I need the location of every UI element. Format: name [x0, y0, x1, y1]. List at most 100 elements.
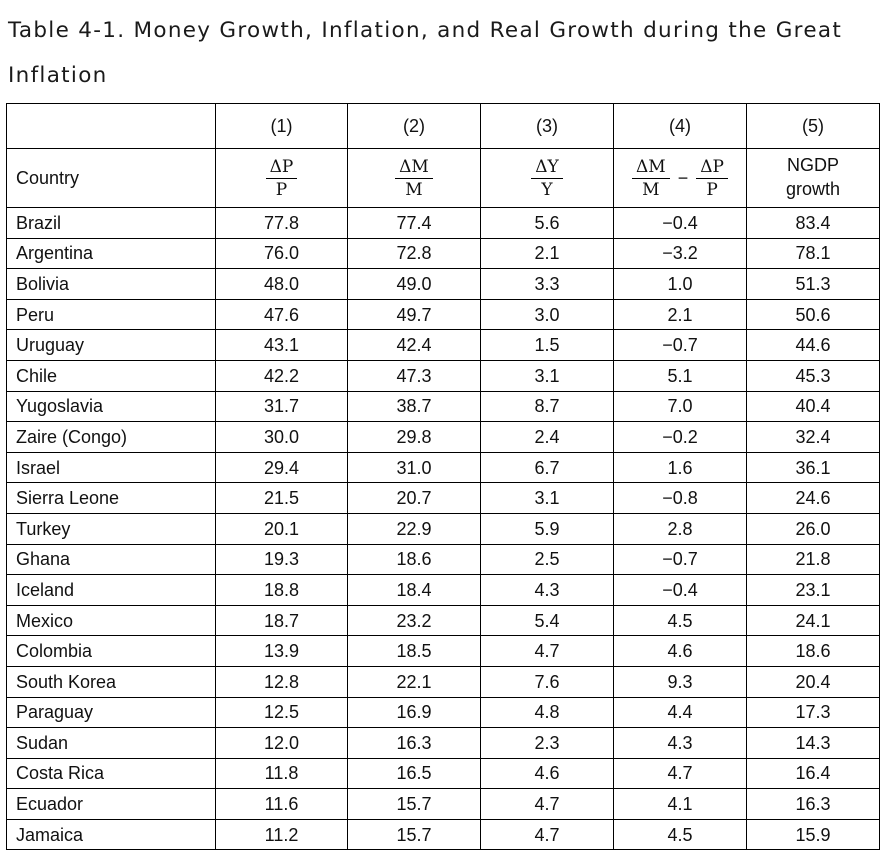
- table-row: Iceland 18.8 18.4 4.3 −0.4 23.1: [6, 574, 880, 606]
- value-cell: 15.7: [347, 788, 481, 820]
- value-cell: 78.1: [746, 237, 880, 270]
- difference-header: ΔM M − ΔP P: [613, 148, 747, 208]
- column-number-1: (1): [215, 103, 348, 149]
- value-cell: 29.4: [215, 451, 348, 484]
- value-cell: 18.7: [215, 604, 348, 637]
- country-cell: Zaire (Congo): [6, 421, 216, 453]
- value-cell: 12.5: [215, 696, 348, 729]
- value-cell: 13.9: [215, 635, 348, 667]
- country-cell: Turkey: [6, 512, 216, 545]
- table-row: Israel 29.4 31.0 6.7 1.6 36.1: [6, 451, 880, 484]
- value-cell: 4.4: [613, 696, 747, 729]
- value-cell: 3.1: [480, 482, 614, 514]
- country-cell: South Korea: [6, 665, 216, 698]
- country-cell: Jamaica: [6, 818, 216, 850]
- table-row: Chile 42.2 47.3 3.1 5.1 45.3: [6, 359, 880, 392]
- table-row: Zaire (Congo) 30.0 29.8 2.4 −0.2 32.4: [6, 421, 880, 453]
- value-cell: 47.3: [347, 359, 481, 392]
- table-row: Brazil 77.8 77.4 5.6 −0.4 83.4: [6, 207, 880, 239]
- value-cell: 4.3: [613, 727, 747, 759]
- column-number-3: (3): [480, 103, 614, 149]
- value-cell: 2.1: [480, 237, 614, 270]
- value-cell: 77.4: [347, 207, 481, 239]
- value-cell: −0.7: [613, 329, 747, 361]
- value-cell: 20.7: [347, 482, 481, 514]
- country-header: Country: [6, 148, 216, 208]
- table-row: Argentina 76.0 72.8 2.1 −3.2 78.1: [6, 237, 880, 270]
- value-cell: 3.1: [480, 359, 614, 392]
- header-row: Country ΔP P ΔM M ΔY Y: [6, 148, 880, 208]
- value-cell: 22.9: [347, 512, 481, 545]
- value-cell: −0.8: [613, 482, 747, 514]
- country-cell: Paraguay: [6, 696, 216, 729]
- value-cell: 72.8: [347, 237, 481, 270]
- value-cell: 4.6: [480, 757, 614, 790]
- table-row: Ecuador 11.6 15.7 4.7 4.1 16.3: [6, 788, 880, 820]
- country-cell: Israel: [6, 451, 216, 484]
- table-row: Mexico 18.7 23.2 5.4 4.5 24.1: [6, 604, 880, 637]
- value-cell: 2.8: [613, 512, 747, 545]
- value-cell: 51.3: [746, 268, 880, 300]
- country-cell: Colombia: [6, 635, 216, 667]
- value-cell: 16.4: [746, 757, 880, 790]
- value-cell: 4.5: [613, 604, 747, 637]
- fraction-numerator: ΔM: [632, 156, 670, 179]
- value-cell: 3.0: [480, 298, 614, 331]
- value-cell: 4.6: [613, 635, 747, 667]
- country-cell: Chile: [6, 359, 216, 392]
- money-growth-header: ΔM M: [347, 148, 481, 208]
- country-cell: Sudan: [6, 727, 216, 759]
- inflation-fraction: ΔP P: [265, 156, 298, 201]
- value-cell: 15.9: [746, 818, 880, 850]
- value-cell: 49.0: [347, 268, 481, 300]
- value-cell: 18.8: [215, 574, 348, 606]
- value-cell: 18.4: [347, 574, 481, 606]
- country-cell: Argentina: [6, 237, 216, 270]
- value-cell: 15.7: [347, 818, 481, 850]
- value-cell: 43.1: [215, 329, 348, 361]
- value-cell: 17.3: [746, 696, 880, 729]
- table-row: South Korea 12.8 22.1 7.6 9.3 20.4: [6, 665, 880, 698]
- value-cell: 4.7: [480, 788, 614, 820]
- value-cell: 45.3: [746, 359, 880, 392]
- value-cell: 2.1: [613, 298, 747, 331]
- value-cell: 19.3: [215, 543, 348, 576]
- ngdp-header: NGDP growth: [746, 148, 880, 208]
- ngdp-line-1: NGDP: [786, 155, 839, 175]
- fraction-denominator: M: [405, 179, 423, 200]
- value-cell: 36.1: [746, 451, 880, 484]
- country-cell: Bolivia: [6, 268, 216, 300]
- value-cell: 23.1: [746, 574, 880, 606]
- country-cell: Iceland: [6, 574, 216, 606]
- value-cell: 4.8: [480, 696, 614, 729]
- table-row: Ghana 19.3 18.6 2.5 −0.7 21.8: [6, 543, 880, 576]
- value-cell: 31.0: [347, 451, 481, 484]
- value-cell: 16.3: [746, 788, 880, 820]
- value-cell: −0.4: [613, 207, 747, 239]
- value-cell: 31.7: [215, 390, 348, 423]
- country-cell: Ghana: [6, 543, 216, 576]
- minus-sign: −: [677, 168, 689, 188]
- fraction-denominator: M: [642, 179, 660, 200]
- value-cell: 22.1: [347, 665, 481, 698]
- table-row: Costa Rica 11.8 16.5 4.6 4.7 16.4: [6, 757, 880, 790]
- table-row: Jamaica 11.2 15.7 4.7 4.5 15.9: [6, 818, 880, 850]
- value-cell: 5.9: [480, 512, 614, 545]
- value-cell: 18.5: [347, 635, 481, 667]
- value-cell: 30.0: [215, 421, 348, 453]
- table-row: Uruguay 43.1 42.4 1.5 −0.7 44.6: [6, 329, 880, 361]
- value-cell: 29.8: [347, 421, 481, 453]
- fraction-numerator: ΔP: [265, 156, 298, 179]
- value-cell: 4.7: [480, 635, 614, 667]
- table-row: Sudan 12.0 16.3 2.3 4.3 14.3: [6, 727, 880, 759]
- value-cell: 47.6: [215, 298, 348, 331]
- fraction-denominator: Y: [541, 179, 553, 200]
- table-title: Table 4-1. Money Growth, Inflation, and …: [8, 18, 843, 88]
- value-cell: 24.1: [746, 604, 880, 637]
- column-number-2: (2): [347, 103, 481, 149]
- value-cell: 9.3: [613, 665, 747, 698]
- value-cell: −0.7: [613, 543, 747, 576]
- value-cell: 6.7: [480, 451, 614, 484]
- value-cell: 16.5: [347, 757, 481, 790]
- value-cell: 1.0: [613, 268, 747, 300]
